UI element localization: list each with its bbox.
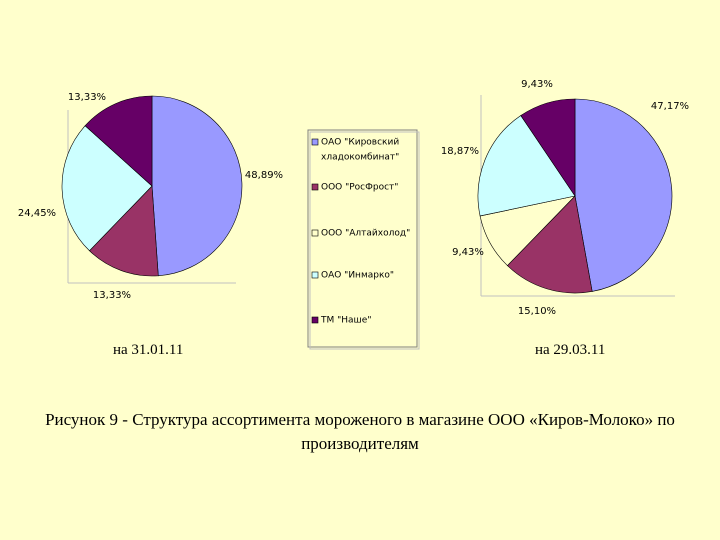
pie-2-data-label-5: 9,43%: [521, 79, 553, 90]
pie-2-data-label-1: 47,17%: [651, 101, 689, 112]
pie-2-data-label-3: 9,43%: [452, 247, 484, 258]
legend-label-2: ООО "РосФрост": [321, 183, 398, 193]
pie-1-slice-1: [151, 95, 243, 277]
legend-swatch-1: [311, 138, 319, 146]
figure-caption: Рисунок 9 - Структура ассортимента морож…: [45, 410, 675, 453]
legend-swatch-2: [311, 183, 319, 191]
legend-label-3: ООО "Алтайхолод": [321, 229, 410, 239]
pie-2-slice-4: [477, 115, 576, 217]
legend-label-5: ТМ "Наше": [320, 316, 371, 326]
pie-2-slice-1: [574, 98, 673, 292]
pie-chart-2: 47,17% 15,10% 9,43% 18,87% 9,43%: [441, 79, 689, 317]
legend: ОАО "Кировский хладокомбинат" ООО "РосФрос…: [307, 129, 420, 350]
pie-1-slice-5: [84, 95, 153, 187]
pie-2-data-label-4: 18,87%: [441, 146, 479, 157]
legend-swatch-3: [311, 229, 319, 237]
legend-label-1: ОАО "Кировский: [321, 138, 399, 148]
legend-swatch-5: [311, 316, 319, 324]
pie-2-slice-5: [520, 98, 576, 197]
legend-label-1: хладокомбинат": [321, 153, 399, 163]
legend-box-shadow: [309, 131, 420, 350]
pie-1-slice-2: [89, 185, 159, 277]
pie-1-data-label-2: 13,33%: [68, 92, 106, 103]
pie-1-data-label-4: 24,45%: [18, 208, 56, 219]
pie-1-date-label: на 31.01.11: [113, 342, 184, 358]
pie-1-data-label-5: 13,33%: [93, 290, 131, 301]
pie-2-date-label: на 29.03.11: [535, 342, 606, 358]
legend-box: [307, 129, 418, 348]
pie-2-data-label-2: 15,10%: [518, 306, 556, 317]
legend-swatch-4: [311, 271, 319, 279]
pie-1-data-label-1: 48,89%: [245, 170, 283, 181]
pie-2-slice-2: [506, 195, 593, 294]
legend-label-4: ОАО "Инмарко": [321, 271, 394, 281]
pie-chart-1: 48,89% 13,33% 24,45% 13,33%: [18, 92, 283, 301]
pie-1-slice-4: [61, 125, 153, 252]
